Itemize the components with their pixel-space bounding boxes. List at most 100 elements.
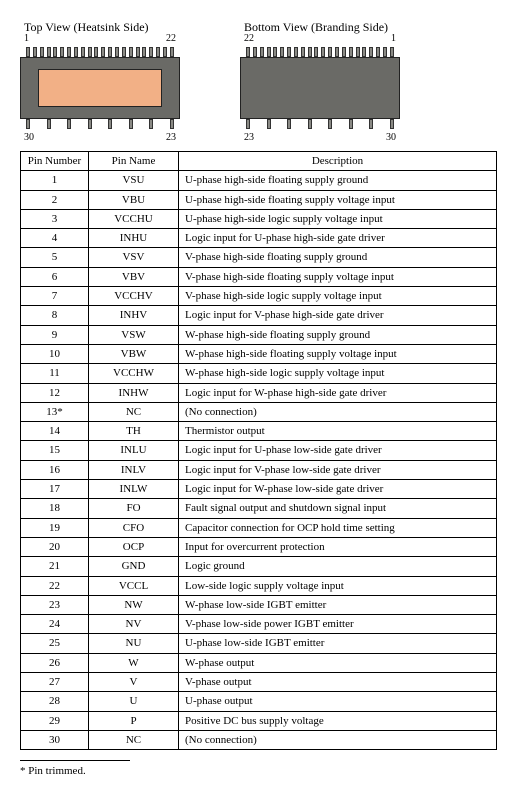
cell-pin-number: 10: [21, 344, 89, 363]
bottom-view: Bottom View (Branding Side) 22 1 23 30: [240, 20, 400, 133]
cell-pin-name: V: [89, 673, 179, 692]
cell-pin-number: 1: [21, 171, 89, 190]
table-row: 2VBUU-phase high-side floating supply vo…: [21, 190, 497, 209]
cell-pin-number: 14: [21, 422, 89, 441]
lead-icon: [81, 47, 85, 57]
lead-icon: [115, 47, 119, 57]
cell-description: W-phase high-side logic supply voltage i…: [179, 364, 497, 383]
table-row: 25NUU-phase low-side IGBT emitter: [21, 634, 497, 653]
lead-icon: [287, 47, 291, 57]
table-row: 12INHWLogic input for W-phase high-side …: [21, 383, 497, 402]
cell-pin-name: NC: [89, 730, 179, 749]
table-row: 21GNDLogic ground: [21, 557, 497, 576]
cell-pin-name: NC: [89, 402, 179, 421]
cell-description: Capacitor connection for OCP hold time s…: [179, 518, 497, 537]
cell-pin-name: INLV: [89, 460, 179, 479]
cell-pin-number: 23: [21, 595, 89, 614]
lead-icon: [267, 47, 271, 57]
top-view-top-pin-labels: 1 22: [20, 33, 180, 44]
lead-icon: [273, 47, 277, 57]
table-row: 13*NC(No connection): [21, 402, 497, 421]
table-body: 1VSUU-phase high-side floating supply gr…: [21, 171, 497, 750]
lead-icon: [280, 47, 284, 57]
cell-pin-name: VCCHV: [89, 287, 179, 306]
lead-icon: [26, 119, 30, 129]
cell-pin-number: 29: [21, 711, 89, 730]
lead-icon: [301, 47, 305, 57]
table-row: 19CFOCapacitor connection for OCP hold t…: [21, 518, 497, 537]
cell-pin-number: 18: [21, 499, 89, 518]
lead-icon: [342, 47, 346, 57]
cell-description: Logic ground: [179, 557, 497, 576]
table-header-row: Pin Number Pin Name Description: [21, 152, 497, 171]
lead-icon: [149, 119, 153, 129]
lead-icon: [101, 47, 105, 57]
lead-icon: [88, 119, 92, 129]
cell-pin-number: 4: [21, 229, 89, 248]
lead-icon: [163, 47, 167, 57]
pin-label: 23: [244, 132, 254, 143]
lead-icon: [26, 47, 30, 57]
lead-icon: [246, 47, 250, 57]
table-row: 29PPositive DC bus supply voltage: [21, 711, 497, 730]
lead-icon: [60, 47, 64, 57]
lead-icon: [108, 119, 112, 129]
cell-pin-name: VSW: [89, 325, 179, 344]
cell-pin-name: W: [89, 653, 179, 672]
cell-pin-number: 13*: [21, 402, 89, 421]
lead-icon: [314, 47, 318, 57]
cell-description: Positive DC bus supply voltage: [179, 711, 497, 730]
pin-label: 1: [391, 33, 396, 44]
table-row: 10VBWW-phase high-side floating supply v…: [21, 344, 497, 363]
table-row: 18FOFault signal output and shutdown sig…: [21, 499, 497, 518]
lead-icon: [67, 119, 71, 129]
table-row: 3VCCHUU-phase high-side logic supply vol…: [21, 209, 497, 228]
cell-pin-number: 20: [21, 537, 89, 556]
lead-icon: [294, 47, 298, 57]
cell-pin-number: 11: [21, 364, 89, 383]
bottom-view-power-leads: [246, 119, 394, 129]
table-row: 4INHULogic input for U-phase high-side g…: [21, 229, 497, 248]
cell-description: Logic input for V-phase high-side gate d…: [179, 306, 497, 325]
table-row: 17INLWLogic input for W-phase low-side g…: [21, 480, 497, 499]
lead-icon: [308, 47, 312, 57]
table-row: 16INLVLogic input for V-phase low-side g…: [21, 460, 497, 479]
cell-description: Input for overcurrent protection: [179, 537, 497, 556]
table-row: 28UU-phase output: [21, 692, 497, 711]
table-row: 1VSUU-phase high-side floating supply gr…: [21, 171, 497, 190]
cell-description: (No connection): [179, 730, 497, 749]
cell-description: Logic input for U-phase low-side gate dr…: [179, 441, 497, 460]
cell-pin-name: VCCHU: [89, 209, 179, 228]
cell-pin-name: INLU: [89, 441, 179, 460]
lead-icon: [122, 47, 126, 57]
pin-description-table: Pin Number Pin Name Description 1VSUU-ph…: [20, 151, 497, 750]
cell-pin-number: 6: [21, 267, 89, 286]
top-view-power-leads: [26, 119, 174, 129]
lead-icon: [349, 119, 353, 129]
pin-label: 1: [24, 33, 29, 44]
cell-pin-number: 24: [21, 615, 89, 634]
cell-description: U-phase low-side IGBT emitter: [179, 634, 497, 653]
cell-pin-number: 9: [21, 325, 89, 344]
pin-label: 30: [386, 132, 396, 143]
lead-icon: [74, 47, 78, 57]
lead-icon: [260, 47, 264, 57]
cell-pin-number: 30: [21, 730, 89, 749]
cell-pin-name: OCP: [89, 537, 179, 556]
lead-icon: [335, 47, 339, 57]
cell-description: W-phase high-side floating supply voltag…: [179, 344, 497, 363]
lead-icon: [328, 47, 332, 57]
cell-pin-name: VSV: [89, 248, 179, 267]
table-row: 11VCCHWW-phase high-side logic supply vo…: [21, 364, 497, 383]
cell-description: Thermistor output: [179, 422, 497, 441]
lead-icon: [156, 47, 160, 57]
lead-icon: [170, 119, 174, 129]
cell-pin-name: INLW: [89, 480, 179, 499]
pin-label: 23: [166, 132, 176, 143]
header-description: Description: [179, 152, 497, 171]
bottom-view-signal-leads: [246, 47, 394, 57]
lead-icon: [369, 119, 373, 129]
cell-pin-name: VSU: [89, 171, 179, 190]
cell-pin-number: 12: [21, 383, 89, 402]
cell-pin-number: 8: [21, 306, 89, 325]
